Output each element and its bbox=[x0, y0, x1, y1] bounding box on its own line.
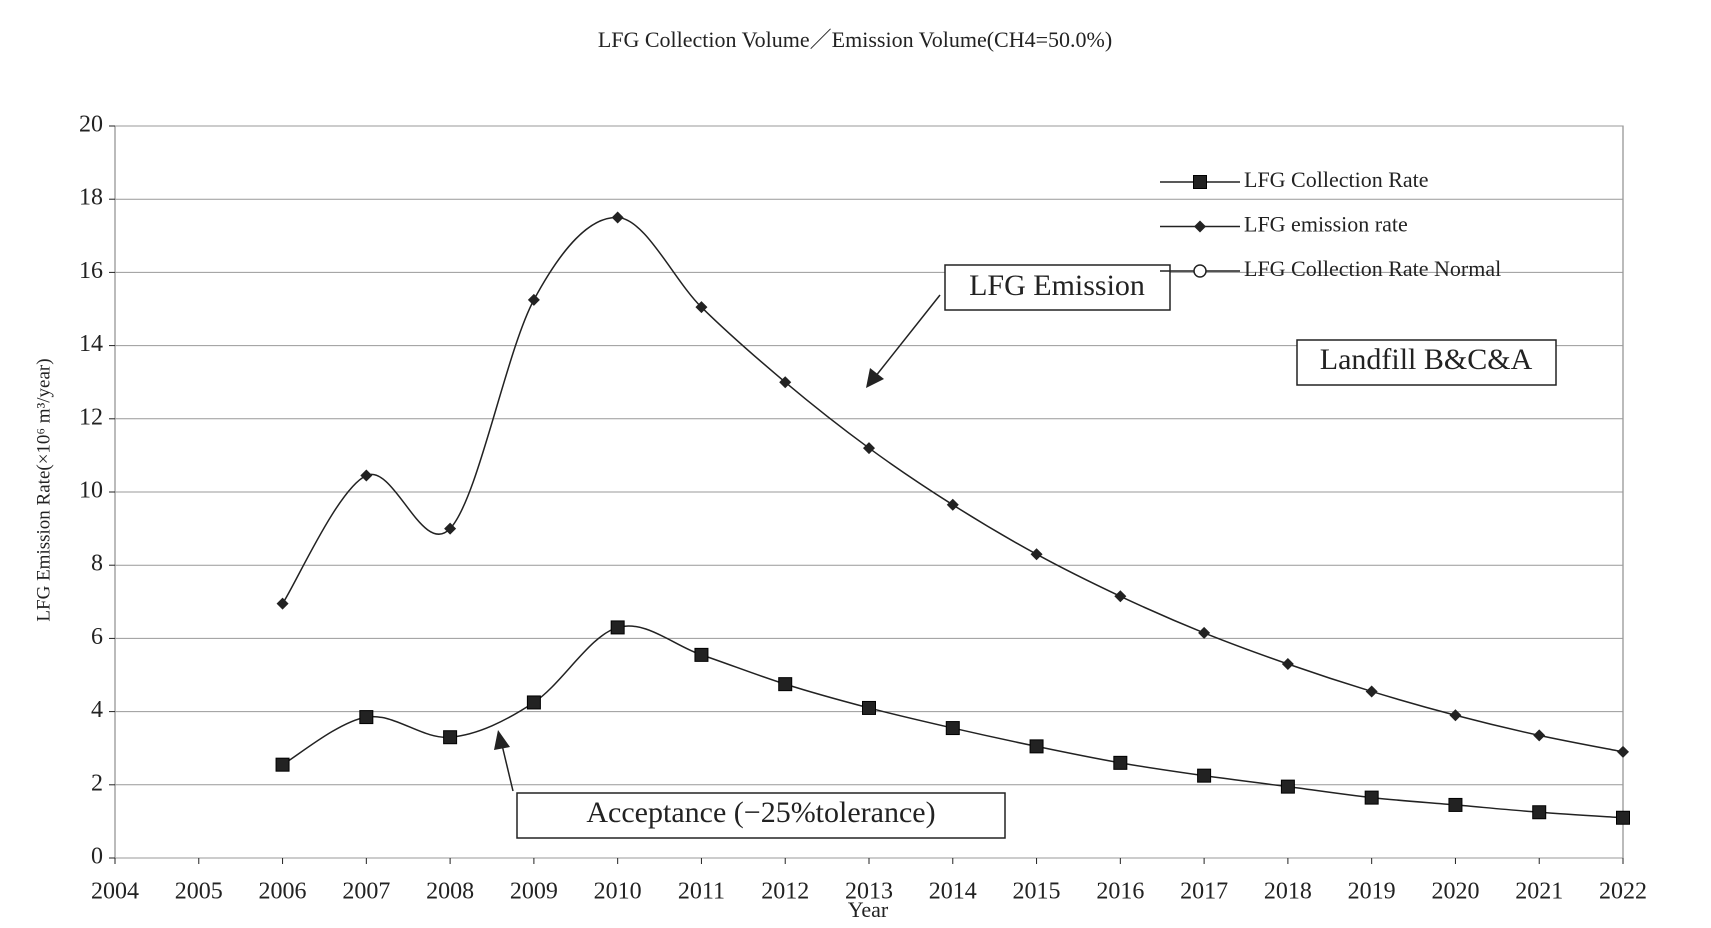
marker bbox=[1030, 548, 1043, 561]
marker bbox=[946, 498, 959, 511]
y-tick-label: 18 bbox=[79, 185, 103, 211]
annotation: Acceptance (−25%tolerance) bbox=[586, 796, 935, 829]
marker bbox=[1281, 658, 1294, 671]
y-tick-label: 0 bbox=[91, 844, 103, 870]
annotation-arrow bbox=[874, 294, 941, 378]
marker bbox=[444, 522, 457, 535]
marker bbox=[1365, 685, 1378, 698]
x-tick-label: 2020 bbox=[1431, 879, 1479, 905]
x-tick-label: 2021 bbox=[1515, 879, 1563, 905]
y-tick-label: 2 bbox=[91, 770, 103, 796]
marker bbox=[1532, 805, 1547, 820]
legend-label: LFG emission rate bbox=[1244, 212, 1408, 237]
x-tick-label: 2014 bbox=[929, 879, 977, 905]
arrow-head bbox=[866, 368, 884, 388]
marker bbox=[1533, 729, 1546, 742]
y-tick-label: 20 bbox=[79, 112, 103, 138]
marker bbox=[1616, 810, 1630, 825]
x-tick-label: 2017 bbox=[1180, 879, 1228, 905]
annotation: Landfill B&C&A bbox=[1320, 343, 1533, 376]
marker bbox=[695, 301, 708, 314]
x-tick-label: 2006 bbox=[259, 879, 307, 905]
annotation: LFG Emission bbox=[969, 269, 1145, 302]
x-tick-label: 2010 bbox=[594, 879, 642, 905]
x-tick-label: 2018 bbox=[1264, 879, 1312, 905]
marker bbox=[862, 700, 876, 715]
marker bbox=[1364, 790, 1379, 805]
x-tick-label: 2005 bbox=[175, 879, 223, 905]
y-tick-label: 16 bbox=[79, 258, 103, 284]
marker bbox=[1280, 779, 1295, 794]
marker bbox=[779, 376, 792, 389]
x-tick-label: 2016 bbox=[1096, 879, 1144, 905]
y-axis-label: LFG Emission Rate(×10⁶ m³/year) bbox=[33, 358, 54, 621]
y-tick-label: 12 bbox=[79, 404, 103, 430]
marker bbox=[275, 757, 290, 772]
y-tick-label: 4 bbox=[91, 697, 103, 723]
x-tick-label: 2015 bbox=[1013, 879, 1061, 905]
annotation-box bbox=[944, 264, 1171, 311]
y-tick-label: 8 bbox=[91, 551, 103, 577]
x-tick-label: 2022 bbox=[1599, 879, 1647, 905]
marker bbox=[443, 730, 458, 745]
marker bbox=[360, 469, 373, 482]
x-tick-label: 2008 bbox=[426, 879, 474, 905]
marker bbox=[1198, 626, 1211, 639]
annotation-box bbox=[1296, 339, 1557, 386]
x-tick-label: 2004 bbox=[91, 879, 139, 905]
legend-marker bbox=[1194, 220, 1206, 233]
legend-label: LFG Collection Rate Normal bbox=[1244, 256, 1501, 281]
marker bbox=[778, 677, 793, 692]
marker bbox=[1114, 590, 1127, 603]
chart-title: LFG Collection Volume／Emission Volume(CH… bbox=[598, 27, 1112, 52]
x-axis-label: Year bbox=[848, 897, 889, 922]
marker bbox=[527, 293, 540, 306]
annotation-arrow bbox=[501, 744, 514, 792]
legend-marker bbox=[1193, 175, 1207, 189]
marker bbox=[276, 597, 289, 610]
marker bbox=[1449, 709, 1462, 722]
x-tick-label: 2013 bbox=[845, 879, 893, 905]
annotation-box bbox=[516, 792, 1006, 839]
marker bbox=[610, 620, 625, 635]
marker bbox=[945, 721, 960, 736]
legend-label: LFG Collection Rate bbox=[1244, 167, 1429, 192]
marker bbox=[1448, 797, 1463, 812]
marker bbox=[526, 695, 541, 710]
legend-marker bbox=[1193, 264, 1207, 278]
x-tick-label: 2011 bbox=[678, 879, 725, 905]
x-tick-label: 2009 bbox=[510, 879, 558, 905]
x-tick-label: 2007 bbox=[342, 879, 390, 905]
marker bbox=[1113, 755, 1128, 770]
marker bbox=[1617, 745, 1629, 758]
marker bbox=[359, 710, 374, 725]
arrow-head bbox=[494, 730, 510, 750]
y-tick-label: 10 bbox=[79, 478, 103, 504]
x-tick-label: 2019 bbox=[1348, 879, 1396, 905]
marker bbox=[611, 211, 624, 224]
marker bbox=[863, 442, 875, 455]
y-tick-label: 14 bbox=[79, 331, 103, 357]
marker bbox=[694, 647, 709, 662]
marker bbox=[1029, 739, 1044, 754]
x-tick-label: 2012 bbox=[761, 879, 809, 905]
marker bbox=[1197, 768, 1212, 783]
y-tick-label: 6 bbox=[91, 624, 103, 650]
